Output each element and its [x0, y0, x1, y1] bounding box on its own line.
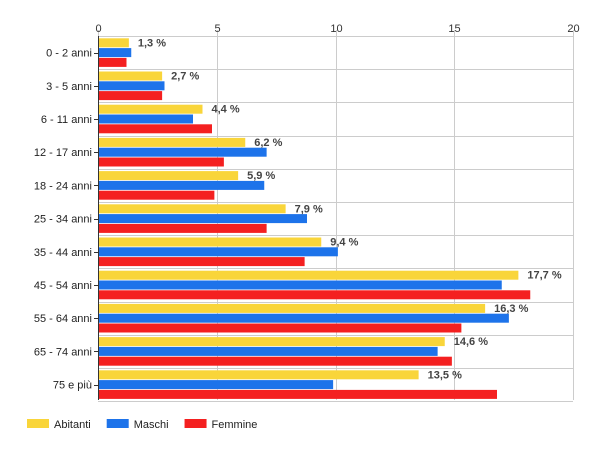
bars	[98, 38, 531, 399]
bar-femmine-0	[98, 57, 127, 67]
x-tick-label: 20	[567, 23, 579, 35]
category-label: 0 - 2 anni	[46, 48, 92, 60]
data-label: 7,9 %	[295, 203, 323, 215]
bar-abitanti-8	[98, 303, 486, 313]
bar-femmine-7	[98, 290, 531, 300]
category-label: 55 - 64 anni	[34, 313, 92, 325]
bar-abitanti-9	[98, 337, 445, 347]
legend-swatch-femmine	[184, 419, 207, 428]
bar-femmine-3	[98, 157, 224, 167]
bar-femmine-2	[98, 124, 212, 134]
legend-swatch-maschi	[106, 419, 129, 428]
bar-abitanti-2	[98, 104, 203, 114]
legend-swatch-abitanti	[27, 419, 49, 428]
x-tick-label: 10	[330, 23, 342, 35]
bar-maschi-8	[98, 313, 509, 323]
data-label: 2,7 %	[171, 71, 199, 83]
category-label: 35 - 44 anni	[34, 247, 92, 259]
bar-maschi-10	[98, 380, 334, 390]
category-label: 65 - 74 anni	[34, 346, 92, 358]
bar-femmine-1	[98, 91, 163, 101]
data-label: 16,3 %	[494, 303, 528, 315]
bar-maschi-1	[98, 81, 165, 91]
bar-femmine-8	[98, 323, 462, 333]
bar-abitanti-10	[98, 370, 419, 380]
bar-maschi-9	[98, 346, 438, 356]
category-label: 75 e più	[53, 380, 92, 392]
category-label: 6 - 11 anni	[41, 114, 92, 126]
grid-lines	[98, 30, 574, 402]
legend-label-maschi: Maschi	[134, 419, 169, 431]
bar-femmine-5	[98, 223, 267, 233]
category-label: 3 - 5 anni	[46, 81, 92, 93]
data-label: 13,5 %	[428, 369, 462, 381]
legend: Abitanti Maschi Femmine	[27, 419, 257, 431]
axes	[94, 36, 99, 400]
category-label: 12 - 17 anni	[34, 147, 92, 159]
bar-maschi-0	[98, 48, 132, 58]
bar-maschi-6	[98, 247, 338, 257]
x-tick-label: 0	[95, 23, 101, 35]
x-tick-label: 15	[448, 23, 460, 35]
category-label: 25 - 34 anni	[34, 214, 92, 226]
bar-abitanti-3	[98, 137, 246, 147]
data-label: 9,4 %	[330, 237, 358, 249]
category-labels: 0 - 2 anni 3 - 5 anni 6 - 11 anni 12 - 17 a…	[34, 48, 92, 392]
bar-abitanti-0	[98, 38, 129, 48]
bar-maschi-4	[98, 180, 265, 190]
bar-femmine-9	[98, 356, 452, 366]
bar-abitanti-1	[98, 71, 163, 81]
bar-maschi-5	[98, 214, 307, 224]
bar-abitanti-5	[98, 204, 286, 214]
bar-femmine-6	[98, 257, 305, 267]
x-tick-label: 5	[214, 23, 220, 35]
data-label: 6,2 %	[254, 137, 282, 149]
bar-maschi-3	[98, 147, 267, 157]
bar-femmine-4	[98, 190, 215, 200]
bar-maschi-7	[98, 280, 502, 290]
bar-abitanti-6	[98, 237, 322, 247]
data-label: 4,4 %	[212, 104, 240, 116]
category-label: 45 - 54 anni	[34, 280, 92, 292]
data-label: 14,6 %	[454, 336, 488, 348]
bar-femmine-10	[98, 389, 497, 399]
legend-label-femmine: Femmine	[212, 419, 258, 431]
legend-label-abitanti: Abitanti	[54, 419, 91, 431]
data-label: 5,9 %	[247, 170, 275, 182]
bar-abitanti-7	[98, 270, 519, 280]
data-label: 17,7 %	[527, 270, 561, 282]
bar-abitanti-4	[98, 171, 239, 181]
x-tick-labels: 0 5 10 15 20	[95, 23, 579, 35]
category-label: 18 - 24 anni	[34, 180, 92, 192]
data-label: 1,3 %	[138, 37, 166, 49]
data-labels: 1,3 % 2,7 % 4,4 % 6,2 % 5,9 % 7,9 % 9,4 % 17,7 …	[138, 37, 562, 381]
bar-maschi-2	[98, 114, 193, 124]
